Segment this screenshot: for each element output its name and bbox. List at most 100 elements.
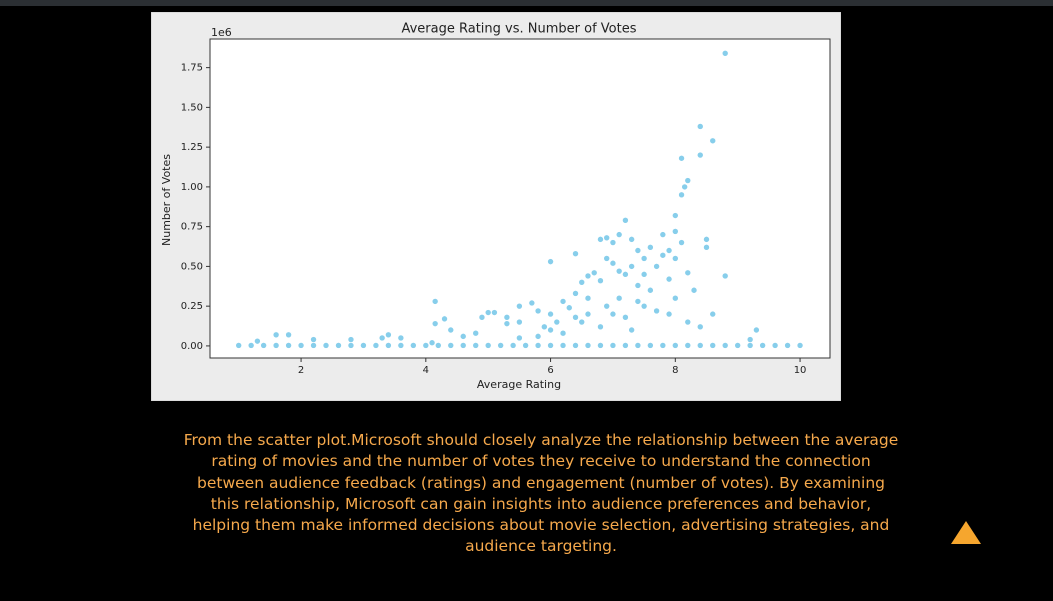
point [615,267,623,275]
point [578,279,586,286]
point [553,318,561,326]
point [428,339,436,347]
point [431,298,439,305]
point [472,329,480,337]
point [541,323,548,331]
y-tick-label: 1.50 [181,102,203,113]
point [247,342,255,349]
point [796,342,804,349]
point [659,231,667,238]
description: From the scatter plot.Microsoft should c… [183,431,899,556]
point [696,151,704,159]
point [347,342,355,349]
point [472,342,480,349]
point [297,342,305,349]
point [684,269,692,277]
point [254,337,261,345]
point [647,342,654,349]
offset-label: 1e6 [211,26,232,39]
point [628,326,635,334]
point [559,342,567,349]
point [678,191,685,199]
point [647,244,654,251]
point [672,294,679,302]
x-axis-label: Average Rating [477,378,561,391]
point [547,342,554,349]
point [597,277,604,285]
point [684,177,692,184]
point [478,313,486,321]
point [771,342,779,349]
top-bar [0,0,1053,6]
point [746,336,754,343]
point [709,137,717,145]
x-tick-label: 6 [547,365,553,376]
point [709,310,717,318]
point [665,247,673,254]
point [578,318,586,326]
point [634,298,642,305]
point [597,323,604,331]
y-tick-label: 0.00 [181,341,203,352]
nav-arrow[interactable] [950,520,982,546]
point [572,313,579,321]
point [703,244,710,251]
point [503,320,511,327]
point [734,342,741,349]
point [534,333,542,340]
point [497,342,504,349]
point [678,154,685,162]
point [584,310,592,318]
point [640,255,648,262]
point [696,323,704,331]
point [491,309,498,316]
point [441,315,448,323]
point [603,234,611,242]
point [681,183,688,191]
point [615,294,623,302]
x-tick-label: 4 [423,365,429,376]
point [684,342,692,349]
point [572,250,579,257]
y-tick-label: 0.50 [181,261,203,272]
point [272,331,280,339]
point [622,271,629,278]
point [422,342,430,349]
point [431,320,439,327]
point [447,342,455,349]
point [746,342,754,349]
point [665,310,673,318]
point [690,286,698,294]
point [572,342,579,349]
point [397,342,405,349]
point [678,239,685,246]
point [684,318,692,326]
point [784,342,791,349]
point [634,247,642,254]
point [759,342,766,349]
point [603,302,611,310]
chart-title: Average Rating vs. Number of Votes [401,22,636,37]
point [640,302,648,310]
point [559,298,567,305]
y-tick-label: 1.75 [181,63,203,74]
point [584,294,592,302]
point [647,286,654,294]
point [721,272,729,280]
point [547,258,554,265]
point [590,269,598,277]
point [628,236,635,243]
point [260,342,267,349]
point [659,251,667,259]
point [516,318,523,326]
point [378,334,386,342]
point [634,342,642,349]
point [609,310,617,318]
point [753,326,760,334]
point [622,216,629,224]
point [653,307,660,315]
point [672,212,679,219]
point [640,271,648,278]
point [672,255,679,262]
point [310,336,317,343]
